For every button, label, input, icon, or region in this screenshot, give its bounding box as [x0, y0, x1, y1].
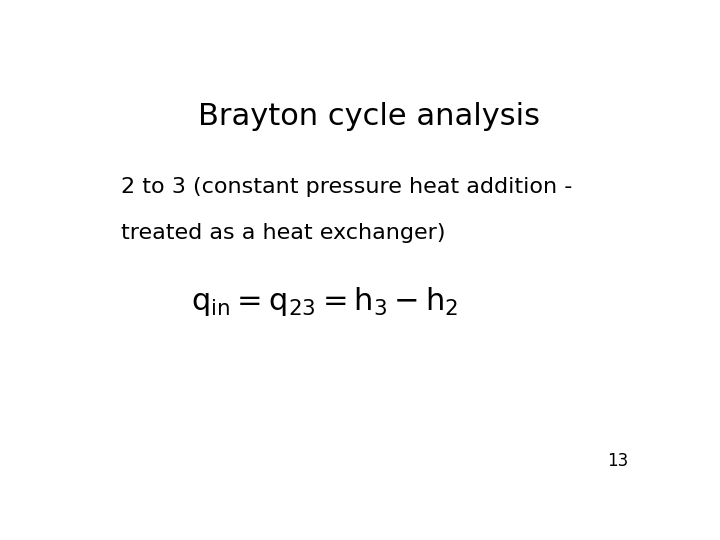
- Text: 2 to 3 (constant pressure heat addition -: 2 to 3 (constant pressure heat addition …: [121, 177, 572, 197]
- Text: Brayton cycle analysis: Brayton cycle analysis: [198, 102, 540, 131]
- Text: $\mathsf{q_{in} = q_{23} = h_3 - h_2}$: $\mathsf{q_{in} = q_{23} = h_3 - h_2}$: [191, 285, 458, 318]
- Text: treated as a heat exchanger): treated as a heat exchanger): [121, 223, 445, 243]
- Text: 13: 13: [607, 452, 629, 470]
